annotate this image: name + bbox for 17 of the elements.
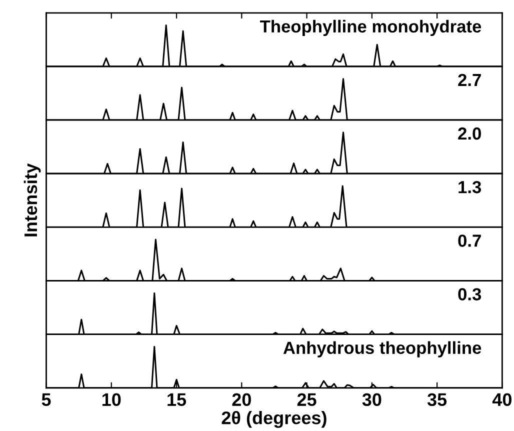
x-tick-label: 35 [427, 393, 447, 406]
annotation: Theophylline monohydrate [260, 20, 482, 36]
x-axis-title: 2θ (degrees) [222, 410, 326, 428]
annotation: 0.3 [458, 288, 482, 300]
x-tick-label: 15 [168, 393, 186, 406]
y-axis-title: Intensity [24, 163, 41, 236]
annotation: 0.7 [458, 234, 481, 247]
annotation: 2.0 [458, 127, 481, 140]
x-tick-label: 10 [102, 393, 121, 406]
x-tick-label: 30 [362, 393, 382, 406]
annotation: 1.3 [458, 180, 482, 194]
x-tick-label: 5 [42, 393, 51, 406]
annotation: 2.7 [458, 74, 481, 86]
x-tick-label: 20 [232, 393, 251, 406]
x-tick-label: 25 [297, 393, 316, 406]
annotation: Anhydrous theophylline [283, 341, 482, 358]
x-tick-label: 40 [492, 393, 512, 406]
